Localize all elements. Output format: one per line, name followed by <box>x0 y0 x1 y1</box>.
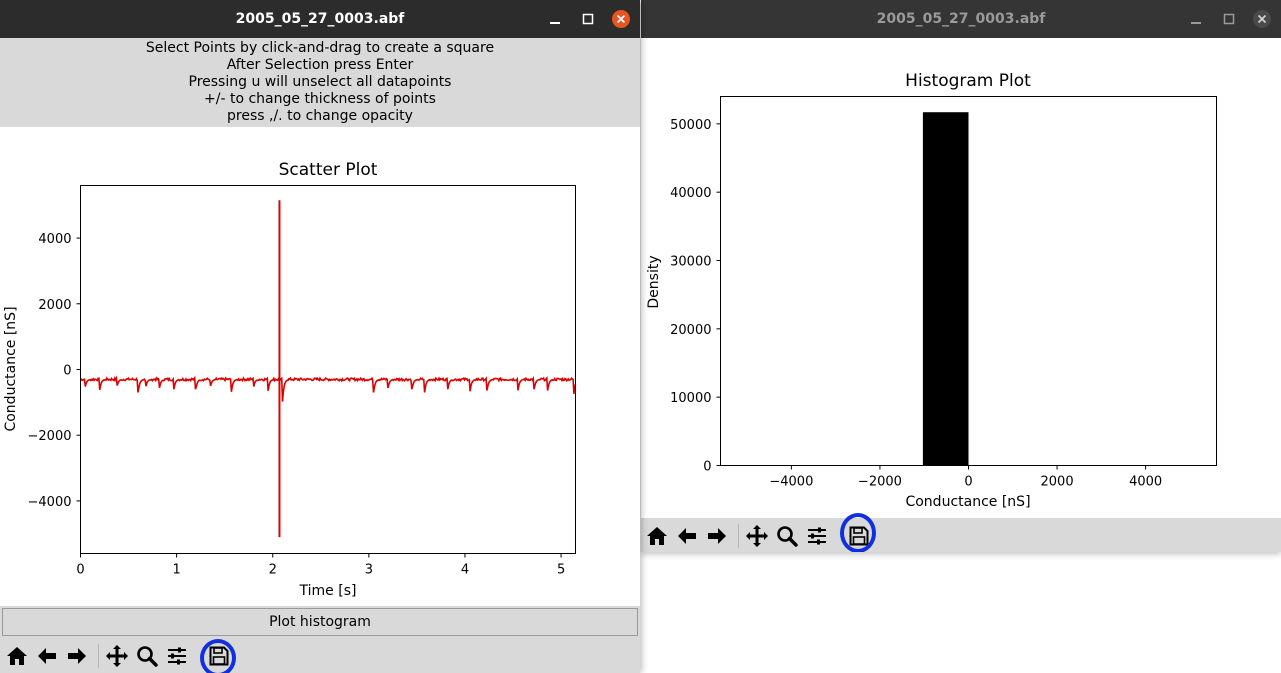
scatter-x-tick-label: 3 <box>365 563 373 578</box>
histogram-y-tick-label: 50000 <box>670 118 711 133</box>
scatter-x-tick-label: 0 <box>76 563 84 578</box>
scatter-plot-title: Scatter Plot <box>279 160 378 180</box>
scatter-y-tick-label: −2000 <box>28 429 72 444</box>
zoom-icon[interactable] <box>774 523 800 549</box>
histogram-y-tick-label: 40000 <box>670 186 711 201</box>
instruction-line: +/- to change thickness of points <box>204 91 436 107</box>
back-icon[interactable] <box>674 523 700 549</box>
histogram-x-tick-label: −2000 <box>858 475 902 490</box>
scatter-x-axis-label: Time [s] <box>299 583 357 599</box>
histogram-plot-title: Histogram Plot <box>905 71 1031 91</box>
scatter-y-axis-label: Conductance [nS] <box>3 306 19 431</box>
close-icon[interactable] <box>610 8 632 30</box>
scatter-x-tick-label: 2 <box>269 563 277 578</box>
toolbar-separator <box>738 524 739 548</box>
scatter-window: 2005_05_27_0003.abf Select Points by cli… <box>0 0 640 673</box>
scatter-x-tick-label: 1 <box>172 563 180 578</box>
forward-icon[interactable] <box>64 643 90 669</box>
scatter-x-tick-label: 4 <box>461 563 469 578</box>
pan-icon[interactable] <box>744 523 770 549</box>
save-highlight-circle <box>200 639 236 673</box>
histogram-y-tick-label: 0 <box>703 460 711 475</box>
scatter-y-tick-label: 4000 <box>38 232 71 247</box>
histogram-window: 2005_05_27_0003.abf Histogram Plot −4000… <box>641 0 1281 552</box>
toolbar-separator <box>98 644 99 668</box>
histogram-x-axis-label: Conductance [nS] <box>905 494 1030 510</box>
minimize-icon[interactable] <box>1185 8 1207 30</box>
zoom-icon[interactable] <box>134 643 160 669</box>
scatter-window-title: 2005_05_27_0003.abf <box>235 11 405 27</box>
instruction-line: press ,/. to change opacity <box>227 108 413 124</box>
save-highlight-circle <box>840 513 876 552</box>
scatter-axes-frame <box>80 185 576 554</box>
histogram-x-tick-label: 4000 <box>1129 475 1162 490</box>
forward-icon[interactable] <box>704 523 730 549</box>
pan-icon[interactable] <box>104 643 130 669</box>
histogram-button-bar: Plot histogram <box>0 606 640 638</box>
instructions-panel: Select Points by click-and-drag to creat… <box>0 38 640 127</box>
instruction-line: Pressing u will unselect all datapoints <box>188 74 452 90</box>
histogram-window-title: 2005_05_27_0003.abf <box>876 11 1046 27</box>
histogram-x-tick-label: 2000 <box>1041 475 1074 490</box>
home-icon[interactable] <box>4 643 30 669</box>
histogram-bar <box>922 112 969 466</box>
close-icon[interactable] <box>1251 8 1273 30</box>
scatter-trace <box>80 375 577 402</box>
histogram-plot[interactable]: Histogram Plot −4000 −2000 0 2000 4000 0 1000… <box>641 38 1281 518</box>
scatter-x-tick-label: 5 <box>557 563 565 578</box>
home-icon[interactable] <box>644 523 670 549</box>
scatter-y-tick-label: 0 <box>63 364 71 379</box>
histogram-y-axis-label: Density <box>646 255 662 308</box>
back-icon[interactable] <box>34 643 60 669</box>
minimize-icon[interactable] <box>544 8 566 30</box>
maximize-icon[interactable] <box>577 8 599 30</box>
configure-icon[interactable] <box>804 523 830 549</box>
histogram-y-tick-label: 10000 <box>670 391 711 406</box>
instruction-line: After Selection press Enter <box>226 57 414 73</box>
maximize-icon[interactable] <box>1218 8 1240 30</box>
histogram-y-tick-label: 30000 <box>670 255 711 270</box>
scatter-window-titlebar[interactable]: 2005_05_27_0003.abf <box>0 0 640 38</box>
histogram-toolbar <box>641 513 1281 552</box>
histogram-window-titlebar[interactable]: 2005_05_27_0003.abf <box>641 0 1281 38</box>
histogram-y-tick-label: 20000 <box>670 323 711 338</box>
scatter-y-tick-label: −4000 <box>28 495 72 510</box>
scatter-toolbar <box>0 638 640 673</box>
scatter-y-tick-label: 2000 <box>38 298 71 313</box>
histogram-x-tick-label: 0 <box>964 475 972 490</box>
plot-histogram-button[interactable]: Plot histogram <box>2 608 638 636</box>
histogram-plot-area[interactable]: Histogram Plot −4000 −2000 0 2000 4000 0 1000… <box>641 38 1281 518</box>
instruction-line: Select Points by click-and-drag to creat… <box>145 40 495 56</box>
configure-icon[interactable] <box>164 643 190 669</box>
histogram-x-tick-label: −4000 <box>769 475 813 490</box>
